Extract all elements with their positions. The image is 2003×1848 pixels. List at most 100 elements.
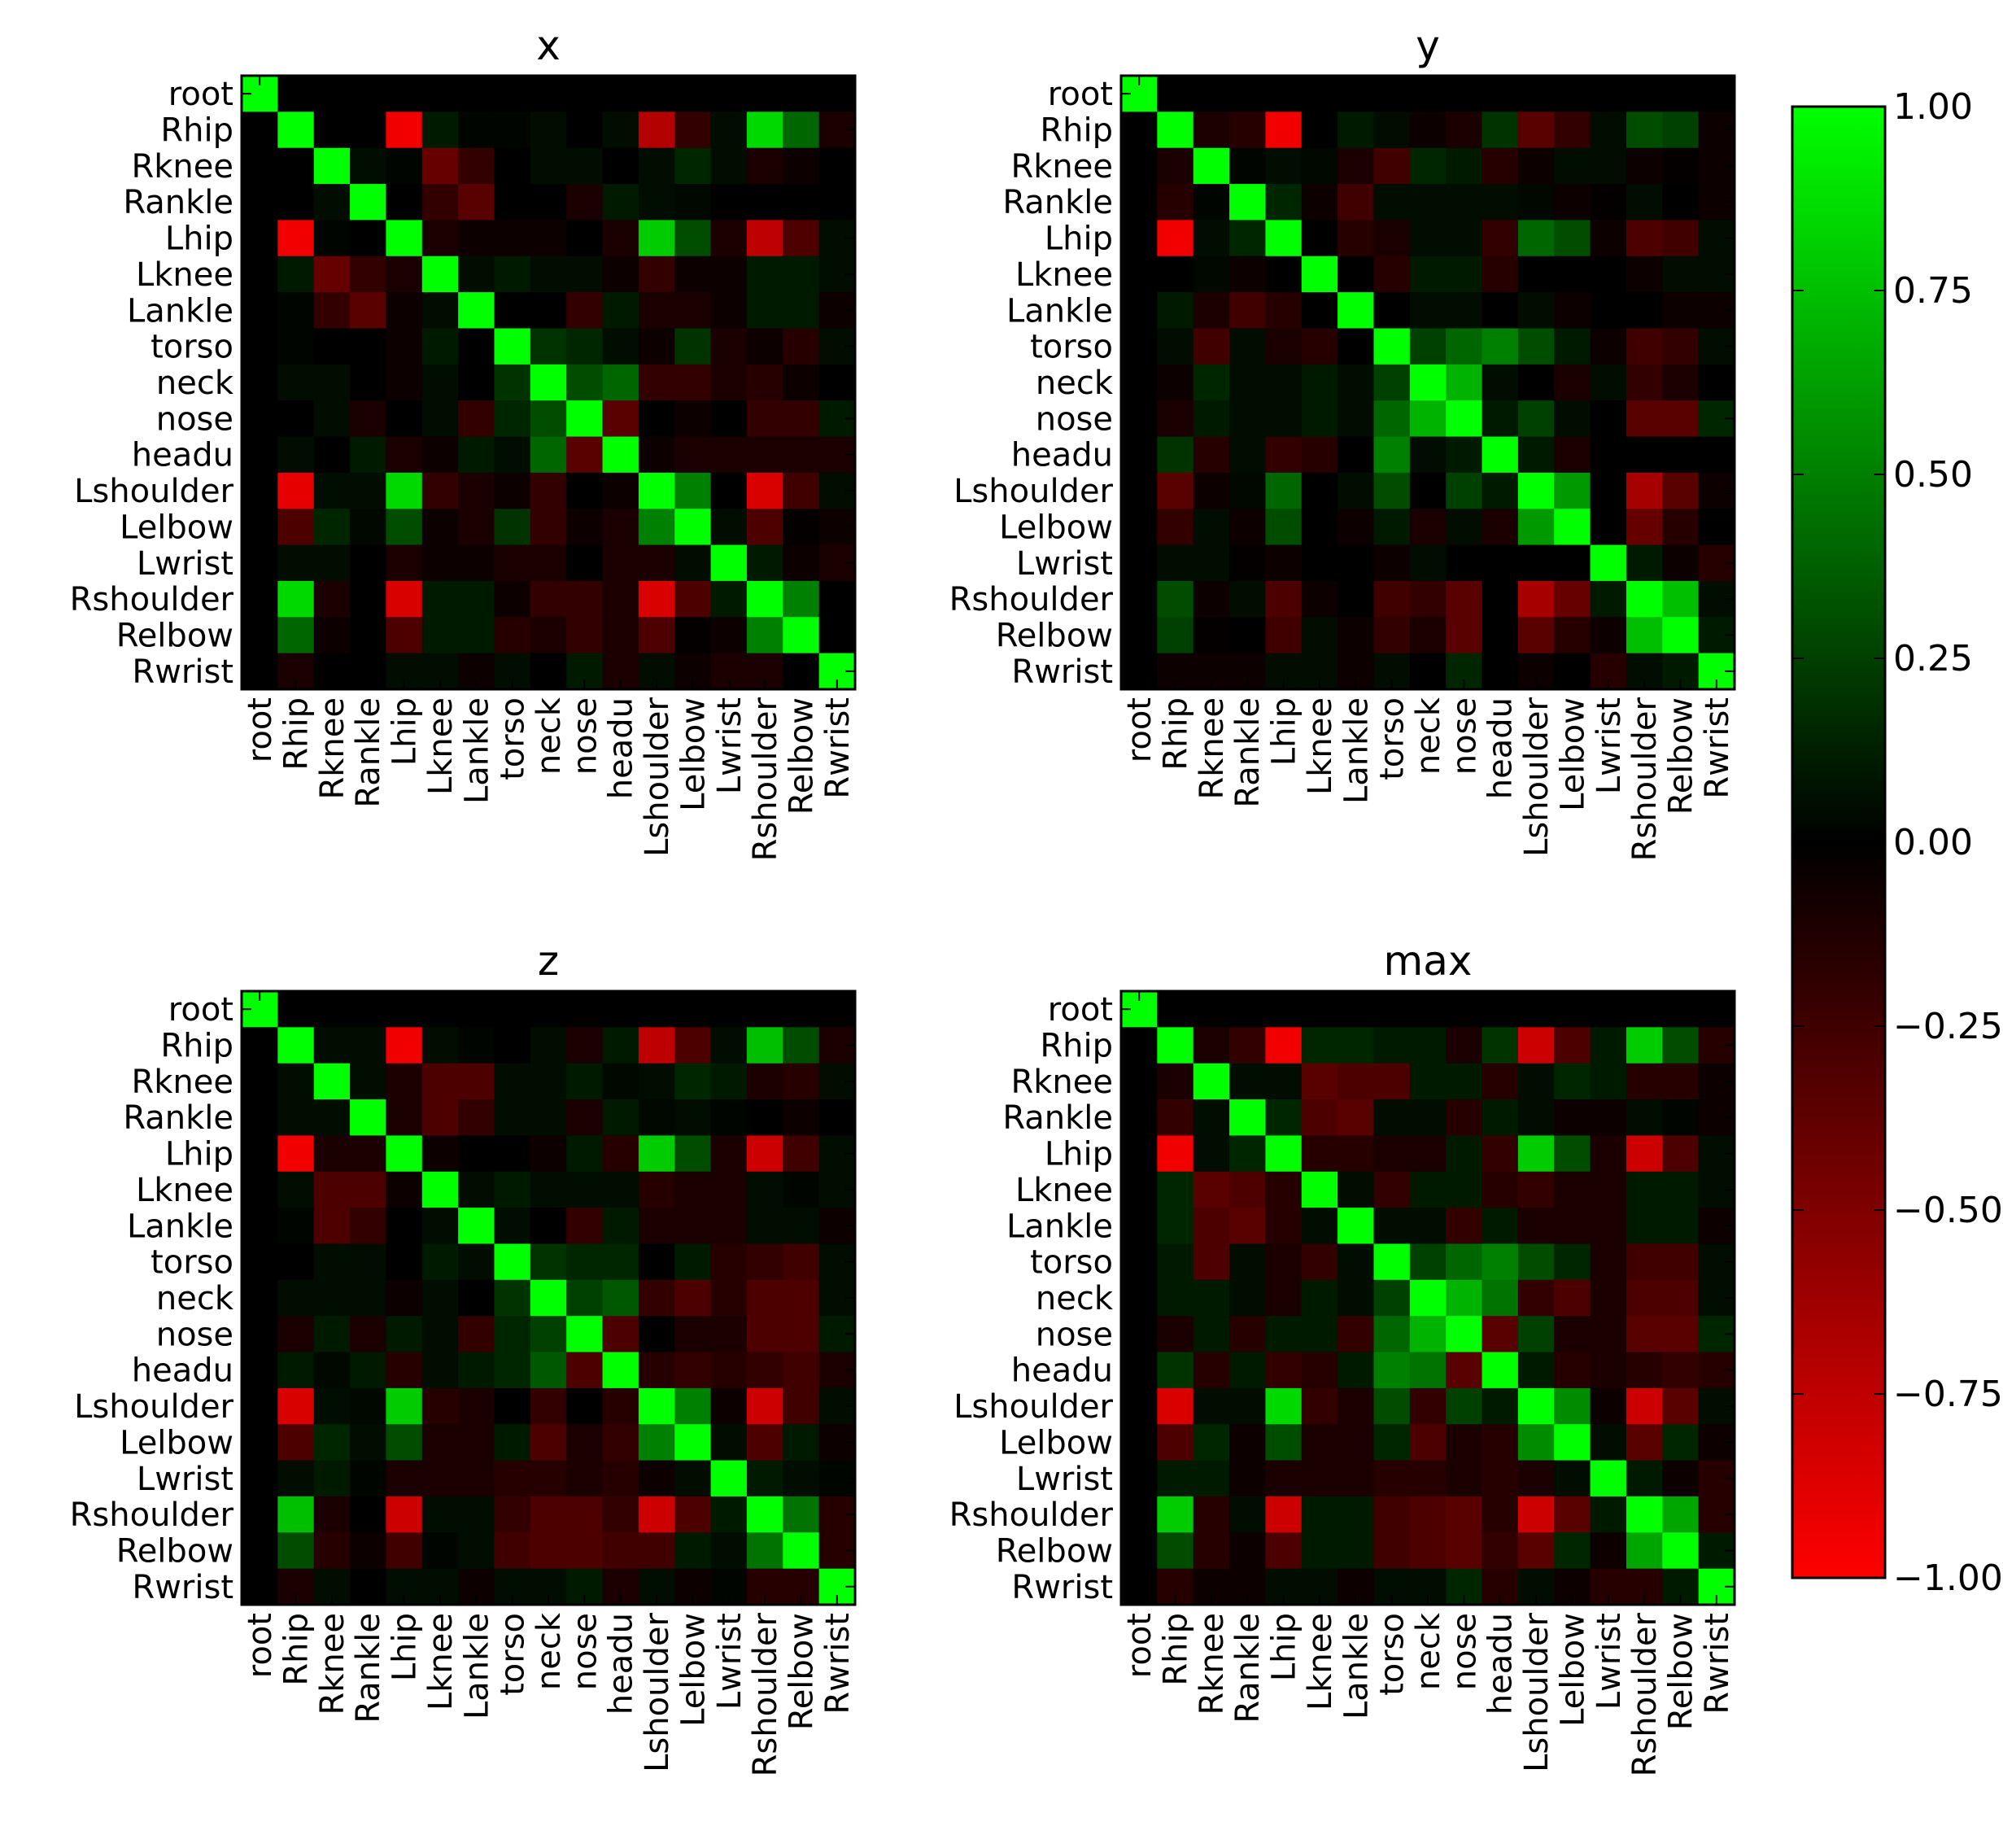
heatmap-cell bbox=[494, 1279, 531, 1317]
heatmap-cell bbox=[1482, 1063, 1519, 1100]
heatmap-cell bbox=[566, 1135, 604, 1173]
heatmap-cell bbox=[1193, 220, 1230, 257]
heatmap-cell bbox=[1373, 1387, 1411, 1425]
heatmap-cell bbox=[1446, 256, 1483, 293]
heatmap-cell bbox=[458, 544, 495, 582]
heatmap-cell bbox=[530, 1099, 567, 1137]
heatmap-cell bbox=[1446, 544, 1483, 582]
x-tick-label: root bbox=[1121, 697, 1159, 762]
heatmap-cell bbox=[1229, 1352, 1267, 1389]
heatmap-cell bbox=[783, 1171, 820, 1208]
heatmap-cell bbox=[530, 147, 567, 185]
heatmap-cell bbox=[1446, 1243, 1483, 1281]
heatmap-cell bbox=[1373, 1316, 1411, 1353]
y-tick-label: Lknee bbox=[136, 256, 233, 294]
heatmap-cell bbox=[421, 256, 459, 293]
heatmap-cell bbox=[1517, 1424, 1555, 1461]
heatmap-cell bbox=[1409, 580, 1447, 618]
heatmap-cell bbox=[1301, 1279, 1338, 1317]
heatmap-cell bbox=[1446, 1460, 1483, 1497]
y-tick-label: Lhip bbox=[165, 1136, 233, 1173]
heatmap-cell bbox=[1265, 1387, 1303, 1425]
heatmap-cell bbox=[1446, 1279, 1483, 1317]
y-tick-label: Relbow bbox=[116, 617, 233, 654]
heatmap-cell bbox=[277, 111, 315, 149]
heatmap-cell bbox=[1446, 1352, 1483, 1389]
heatmap-cell bbox=[1517, 472, 1555, 509]
heatmap-cell bbox=[1662, 111, 1700, 149]
heatmap-cell bbox=[1193, 1532, 1230, 1570]
heatmap-cell bbox=[1590, 1208, 1627, 1245]
y-tick-label: headu bbox=[132, 437, 233, 474]
heatmap-cell bbox=[458, 364, 495, 401]
heatmap-cell bbox=[530, 1316, 567, 1353]
heatmap-cell bbox=[1482, 1424, 1519, 1461]
heatmap-cell bbox=[421, 1099, 459, 1137]
heatmap-cell bbox=[386, 472, 423, 509]
heatmap-cell bbox=[566, 1279, 604, 1317]
heatmap-cell bbox=[1373, 1208, 1411, 1245]
heatmap-cell bbox=[494, 1316, 531, 1353]
heatmap-cell bbox=[386, 1208, 423, 1245]
heatmap-cell bbox=[602, 1027, 639, 1064]
heatmap-cell bbox=[746, 1027, 783, 1064]
heatmap-cell bbox=[386, 1532, 423, 1570]
heatmap-cell bbox=[1229, 1099, 1267, 1137]
heatmap-cell bbox=[1157, 1099, 1194, 1137]
heatmap-cell bbox=[494, 292, 531, 330]
y-tick-label: Lankle bbox=[1006, 1208, 1113, 1245]
heatmap-cell bbox=[1373, 1496, 1411, 1533]
heatmap-cell bbox=[530, 256, 567, 293]
y-tick-label: Lelbow bbox=[999, 509, 1113, 546]
y-tick-label: Lknee bbox=[136, 1172, 233, 1209]
heatmap-cell bbox=[638, 1279, 675, 1317]
heatmap-cell bbox=[530, 1243, 567, 1281]
heatmap-cell bbox=[710, 580, 748, 618]
heatmap-cell bbox=[1193, 1208, 1230, 1245]
heatmap-cell bbox=[313, 1027, 351, 1064]
heatmap-cell bbox=[313, 1208, 351, 1245]
heatmap-cell bbox=[1626, 544, 1663, 582]
heatmap-cell bbox=[1265, 1063, 1303, 1100]
heatmap-cell bbox=[350, 111, 387, 149]
heatmap-cell bbox=[1626, 509, 1663, 546]
heatmap-cell bbox=[566, 544, 604, 582]
heatmap-cell bbox=[313, 1424, 351, 1461]
heatmap-cell bbox=[638, 1352, 675, 1389]
heatmap-cell bbox=[710, 1496, 748, 1533]
heatmap-cell bbox=[458, 509, 495, 546]
heatmap-cell bbox=[313, 1496, 351, 1533]
panel-title: z bbox=[538, 937, 559, 985]
heatmap-cell bbox=[1662, 436, 1700, 474]
heatmap-cell bbox=[494, 1171, 531, 1208]
heatmap-cell bbox=[1265, 256, 1303, 293]
heatmap-cell bbox=[313, 1387, 351, 1425]
heatmap-panel-4: maxrootRhipRkneeRankleLhipLkneeLankletor… bbox=[949, 937, 1736, 1776]
heatmap-cell bbox=[277, 1063, 315, 1100]
heatmap-cell bbox=[638, 1243, 675, 1281]
y-tick-label: nose bbox=[156, 1316, 233, 1353]
heatmap-cell bbox=[386, 1243, 423, 1281]
heatmap-cell bbox=[1338, 220, 1375, 257]
heatmap-cell bbox=[277, 1171, 315, 1208]
heatmap-cell bbox=[1482, 292, 1519, 330]
colorbar-tick-label: −0.25 bbox=[1893, 1006, 2003, 1047]
heatmap-cell bbox=[494, 436, 531, 474]
heatmap-cell bbox=[746, 1243, 783, 1281]
heatmap-cell bbox=[1409, 1532, 1447, 1570]
heatmap-cell bbox=[1193, 1063, 1230, 1100]
heatmap-cell bbox=[1662, 328, 1700, 365]
heatmap-cell bbox=[1409, 509, 1447, 546]
heatmap-cell bbox=[386, 184, 423, 221]
heatmap-cell bbox=[1157, 1460, 1194, 1497]
heatmap-cell bbox=[1373, 400, 1411, 438]
heatmap-cell bbox=[1517, 1387, 1555, 1425]
heatmap-cell bbox=[783, 1208, 820, 1245]
x-tick-label: headu bbox=[1482, 697, 1520, 799]
y-tick-label: Rknee bbox=[1010, 1064, 1113, 1101]
colorbar-tick-label: 0.00 bbox=[1893, 822, 1973, 863]
heatmap-cell bbox=[1626, 1496, 1663, 1533]
heatmap-cell bbox=[530, 292, 567, 330]
heatmap-cell bbox=[1446, 1424, 1483, 1461]
heatmap-cell bbox=[1338, 1460, 1375, 1497]
